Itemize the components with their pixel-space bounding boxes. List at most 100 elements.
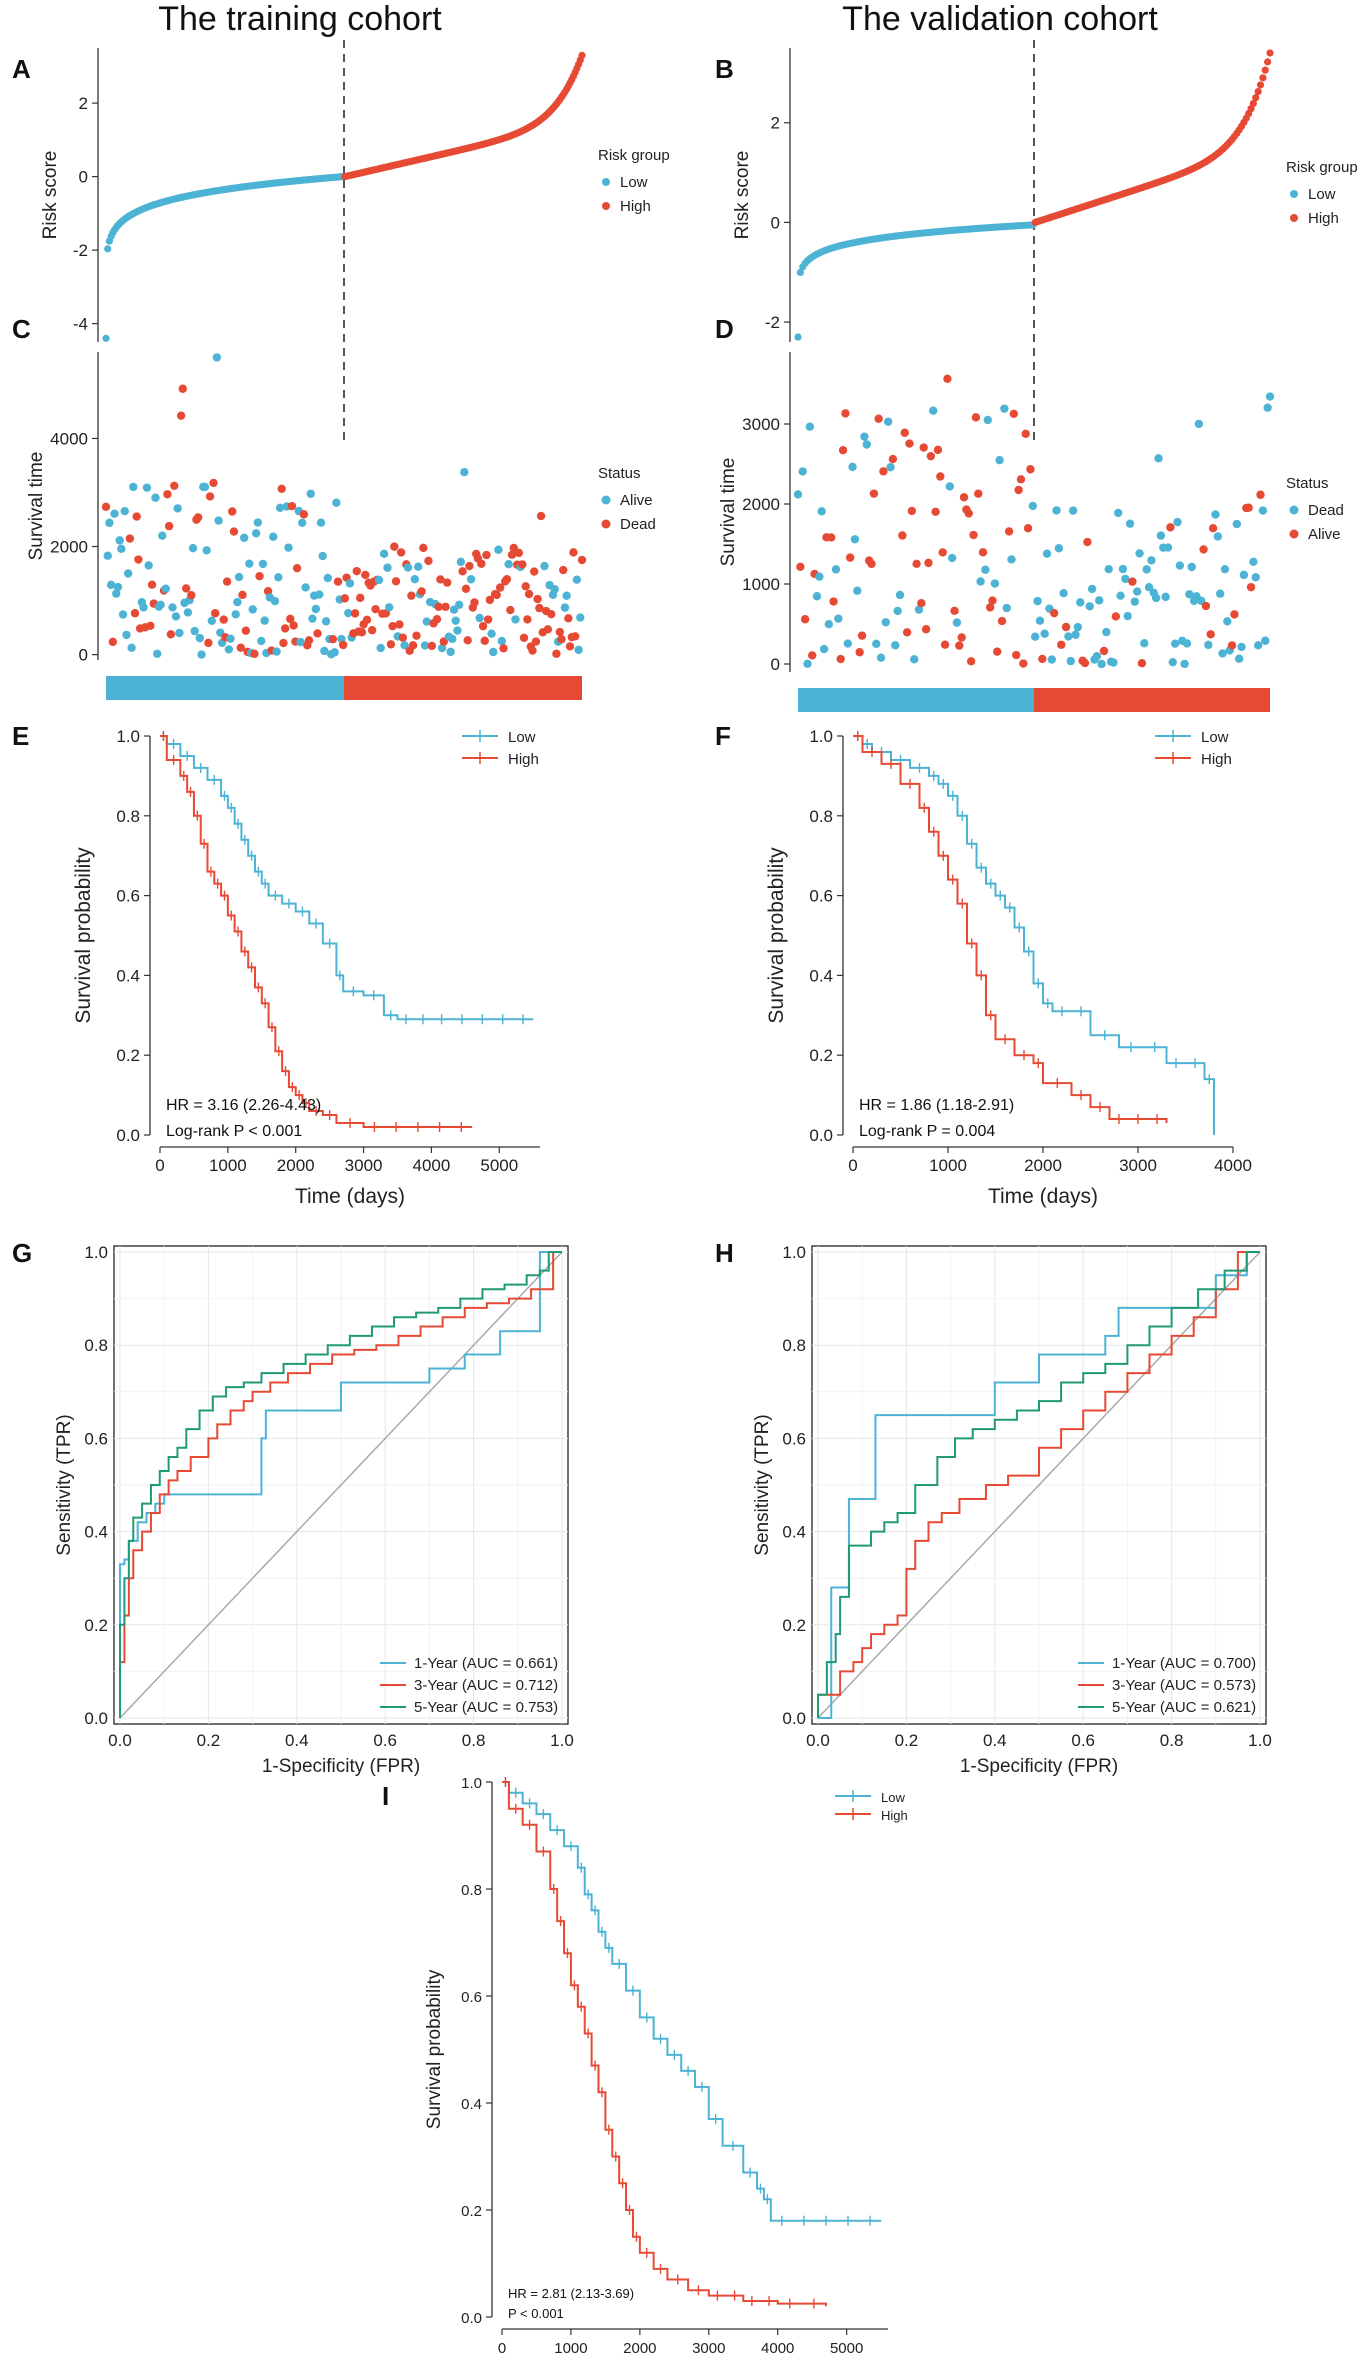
alive-point [106, 580, 116, 590]
dead-point [1121, 574, 1130, 584]
dead-point [983, 415, 992, 425]
x-tick-label: 1000 [209, 1156, 247, 1175]
alive-point [316, 518, 326, 527]
dead-point [1204, 640, 1213, 650]
roc-curve [817, 1251, 1260, 1718]
alive-point [422, 617, 431, 626]
y-tick-label: 0.2 [116, 1046, 140, 1065]
dead-point [853, 586, 862, 595]
y-tick-label: 0.6 [782, 1429, 806, 1448]
dead-point [187, 591, 196, 600]
dead-point [531, 637, 541, 646]
y-tick-label: 0.8 [84, 1336, 108, 1355]
alive-point [1111, 612, 1121, 621]
alive-point [315, 590, 324, 599]
dead-point [1042, 549, 1052, 558]
dead-point [535, 603, 544, 613]
dead-point [976, 577, 985, 586]
y-tick-label: 0.4 [461, 2096, 482, 2113]
dead-point [350, 609, 360, 618]
alive-point [226, 634, 235, 643]
high-risk-point [1249, 99, 1257, 107]
x-tick-label: 0.2 [895, 1731, 919, 1750]
low-risk-bar [106, 676, 344, 700]
y-tick-label: 0.6 [461, 1989, 482, 2006]
dead-point [569, 548, 578, 557]
alive-point [836, 654, 845, 664]
alive-point [454, 600, 464, 610]
dead-point [850, 535, 860, 544]
alive-point [938, 548, 947, 557]
y-tick-label: 2 [79, 94, 88, 113]
y-tick-label: 2000 [742, 495, 780, 514]
dead-point [210, 609, 220, 618]
x-tick-label: 0.0 [806, 1731, 830, 1750]
dead-point [523, 615, 532, 624]
alive-point [175, 628, 184, 638]
dead-point [831, 565, 841, 574]
y-tick-label: 0.2 [809, 1046, 833, 1065]
alive-point [403, 563, 413, 572]
alive-point [173, 504, 182, 513]
alive-point [306, 489, 315, 498]
dead-point [166, 630, 176, 639]
alive-point [1206, 630, 1215, 639]
alive-point [560, 603, 570, 612]
y-tick-label: -2 [73, 241, 88, 260]
dead-point [1068, 506, 1078, 515]
alive-point [214, 516, 223, 525]
dead-point [886, 462, 895, 472]
dead-point [170, 481, 179, 490]
legend-entry: High [620, 198, 651, 215]
x-tick-label: 4000 [1214, 1156, 1252, 1175]
dead-point [798, 467, 807, 476]
alive-point [1246, 582, 1256, 592]
legend-entry: High [508, 751, 539, 768]
dead-point [495, 583, 505, 592]
legend-entry: High [881, 1808, 908, 1823]
high-risk-point [578, 51, 586, 59]
dead-point [1114, 508, 1123, 518]
alive-point [1244, 503, 1253, 512]
dead-point [238, 590, 247, 600]
dead-point [1170, 639, 1180, 648]
dead-point [1064, 632, 1073, 641]
dead-point [1168, 657, 1177, 667]
x-tick-label: 1.0 [1248, 1731, 1272, 1750]
alive-point [239, 533, 249, 542]
alive-point [258, 559, 268, 569]
panel-label: F [715, 721, 731, 751]
dead-point [419, 543, 428, 553]
dead-point [893, 606, 902, 616]
y-tick-label: 0.0 [84, 1709, 108, 1728]
legend-entry: Dead [620, 516, 656, 533]
dead-point [824, 619, 834, 629]
alive-point [940, 640, 950, 649]
dead-point [507, 550, 517, 559]
alive-point [400, 641, 409, 650]
alive-point [957, 633, 966, 642]
dead-point [1142, 565, 1151, 574]
alive-point [931, 507, 940, 517]
alive-point [808, 651, 817, 660]
low-km-curve [160, 735, 534, 1021]
y-tick-label: 1.0 [461, 1775, 482, 1792]
high-risk-bar [344, 676, 582, 700]
dead-point [1125, 519, 1135, 528]
alive-point [969, 530, 978, 540]
low-risk-point [104, 245, 112, 253]
y-axis-label: Survival time [718, 458, 739, 567]
alive-point [1014, 485, 1023, 495]
alive-point [120, 506, 129, 516]
y-tick-label: 2 [771, 114, 780, 133]
alive-point [838, 445, 848, 455]
alive-point [197, 650, 206, 659]
alive-point [1201, 601, 1211, 611]
dead-point [458, 567, 467, 576]
alive-point [142, 483, 152, 492]
dead-point [432, 615, 442, 624]
dead-point [990, 579, 1000, 588]
y-tick-label: 0.8 [116, 807, 140, 826]
dead-point [1087, 584, 1097, 594]
alive-point [1057, 640, 1066, 649]
